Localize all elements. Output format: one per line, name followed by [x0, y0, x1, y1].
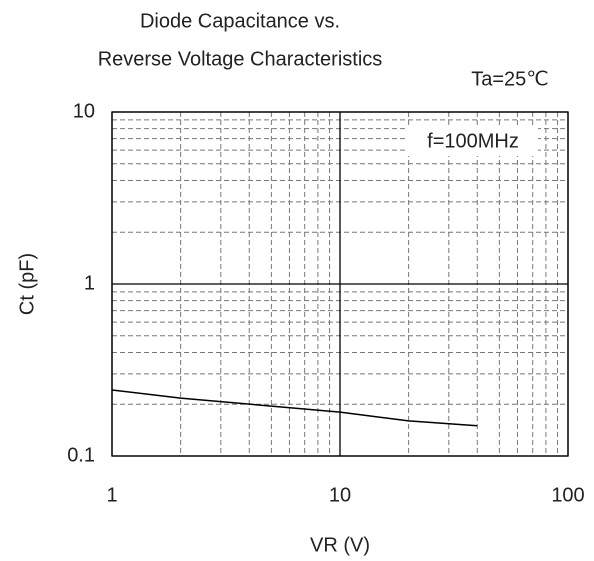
- x-tick-label: 1: [106, 484, 117, 506]
- y-tick-label: 0.1: [67, 444, 95, 466]
- plot-frame: [111, 111, 569, 457]
- x-tick-label: 10: [329, 484, 351, 506]
- y-tick-label: 1: [84, 272, 95, 294]
- chart-title: Reverse Voltage Characteristics: [98, 48, 383, 70]
- x-tick-label: 100: [551, 484, 584, 506]
- annotation: Ta=25℃: [471, 68, 549, 90]
- y-axis-label: Ct (pF): [16, 253, 38, 315]
- y-tick-label: 10: [73, 100, 95, 122]
- x-axis-label: VR (V): [310, 534, 370, 556]
- chart-title: Diode Capacitance vs.: [140, 10, 340, 32]
- data-line: [111, 389, 478, 427]
- annotation-bg: [408, 126, 538, 156]
- annotation: f=100MHz: [427, 130, 519, 152]
